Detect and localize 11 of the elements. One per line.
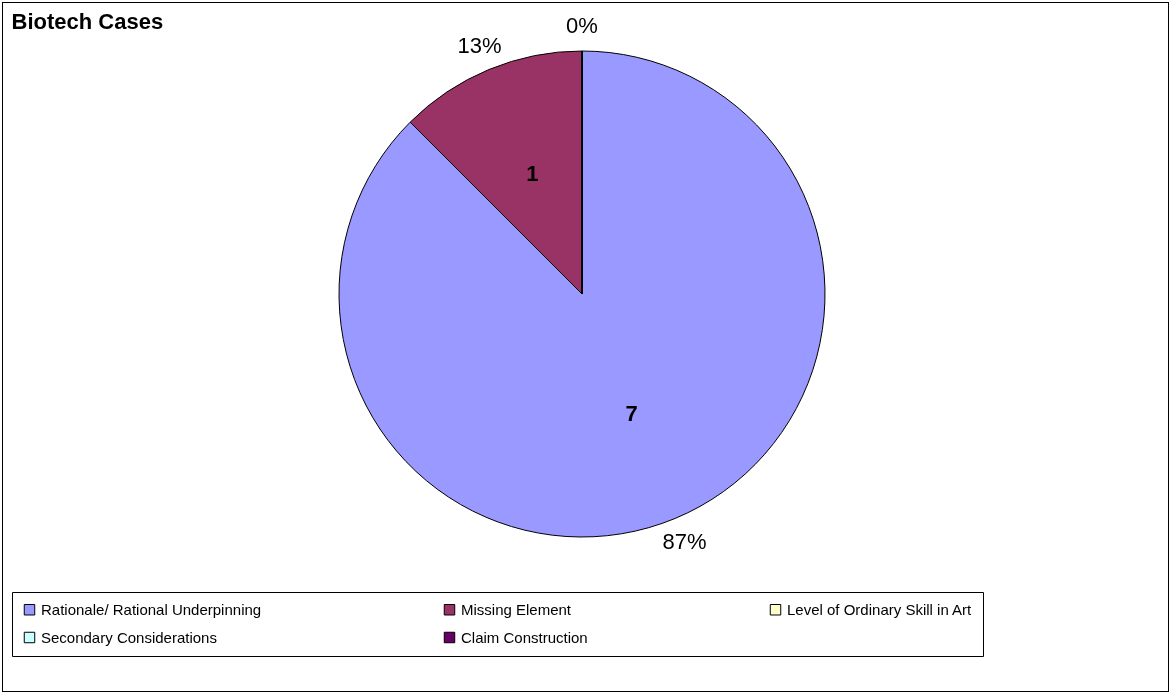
chart-title: Biotech Cases xyxy=(11,9,164,34)
text: 0% xyxy=(566,13,598,38)
text: 13% xyxy=(457,33,502,59)
legend-label: Missing Element xyxy=(461,600,572,618)
legend-label: Rationale/ Rational Underpinning xyxy=(41,600,262,618)
data-label: 1 xyxy=(526,160,539,186)
text: 87% xyxy=(662,528,707,554)
data-label: 7 xyxy=(625,401,638,427)
legend-label: Level of Ordinary Skill in Art xyxy=(787,600,973,618)
legend-label: Secondary Considerations xyxy=(41,628,217,646)
legend-label: Claim Construction xyxy=(461,628,588,646)
